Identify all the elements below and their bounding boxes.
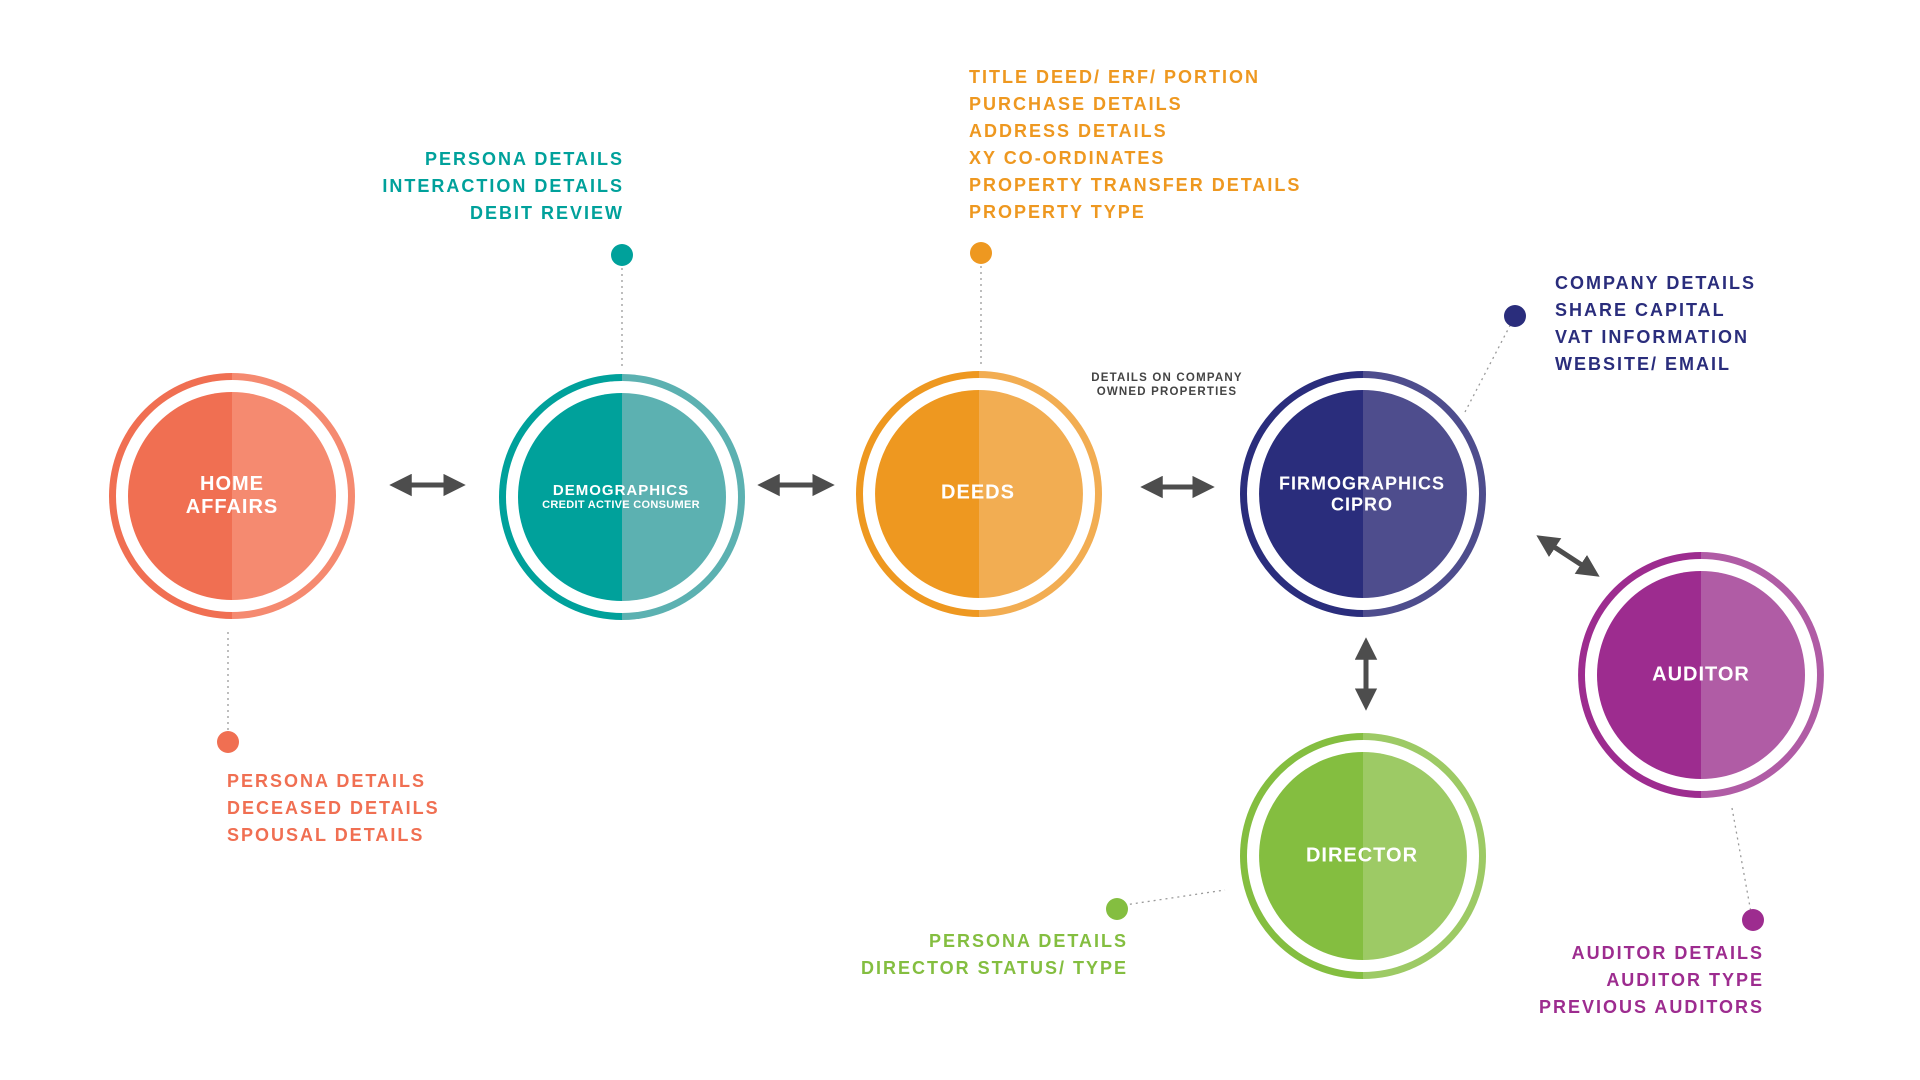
demographics-label: DEMOGRAPHICS CREDIT ACTIVE CONSUMER [542, 482, 700, 512]
detail-item: AUDITOR TYPE [1606, 970, 1764, 990]
detail-item: WEBSITE/ EMAIL [1555, 354, 1731, 374]
director-label: DIRECTOR [1306, 845, 1418, 868]
detail-item: PERSONA DETAILS [928, 931, 1128, 951]
leader-auditor [1731, 807, 1753, 919]
detail-item: DECEASED DETAILS [227, 798, 440, 818]
demographics-inner-disc-left [518, 393, 622, 601]
dot-deeds [970, 242, 992, 264]
node-firmographics[interactable] [1240, 371, 1486, 617]
director-inner-disc-right [1363, 752, 1467, 960]
node-director[interactable] [1240, 733, 1486, 979]
deeds-label: DEEDS [941, 482, 1015, 505]
dot-firmographics [1504, 305, 1526, 327]
connector-note: DETAILS ON COMPANY OWNED PROPERTIES [1072, 371, 1262, 399]
director-details: PERSONA DETAILS DIRECTOR STATUS/ TYPE [820, 928, 1128, 982]
detail-item: VAT INFORMATION [1555, 327, 1749, 347]
deeds-inner-disc-left [875, 390, 979, 598]
node-auditor[interactable] [1578, 552, 1824, 798]
detail-item: SHARE CAPITAL [1555, 300, 1726, 320]
detail-item: PERSONA DETAILS [227, 771, 427, 791]
dot-demographics [611, 244, 633, 266]
leader-dots [217, 242, 1764, 931]
leader-firmographics [1464, 315, 1516, 413]
connector-note-line2: OWNED PROPERTIES [1096, 386, 1238, 398]
demographics-inner-disc-right [622, 393, 726, 601]
auditor-details: AUDITOR DETAILS AUDITOR TYPE PREVIOUS AU… [1470, 940, 1764, 1021]
firmographics-title-line1: FIRMOGRAPHICS [1279, 473, 1445, 494]
detail-item: TITLE DEED/ ERF/ PORTION [969, 67, 1261, 87]
detail-item: PERSONA DETAILS [424, 149, 624, 169]
firmographics-inner-disc-right [1363, 390, 1467, 598]
detail-item: PROPERTY TYPE [969, 202, 1146, 222]
detail-item: XY CO-ORDINATES [969, 148, 1166, 168]
dot-director [1106, 898, 1128, 920]
firmographics-label: FIRMOGRAPHICS CIPRO [1279, 473, 1445, 514]
detail-item: DEBIT REVIEW [469, 203, 624, 223]
node-home-affairs[interactable] [109, 373, 355, 619]
detail-item: DIRECTOR STATUS/ TYPE [860, 958, 1128, 978]
detail-item: AUDITOR DETAILS [1571, 943, 1764, 963]
connector-arrows [389, 473, 1600, 711]
detail-item: COMPANY DETAILS [1555, 273, 1757, 293]
director-title: DIRECTOR [1305, 844, 1419, 867]
detail-item: PROPERTY TRANSFER DETAILS [969, 175, 1302, 195]
firmographics-details: COMPANY DETAILS SHARE CAPITAL VAT INFORM… [1555, 270, 1756, 378]
dot-home-affairs [217, 731, 239, 753]
deeds-title: DEEDS [941, 481, 1015, 504]
home-affairs-title-line2: AFFAIRS [185, 496, 279, 518]
node-demographics[interactable] [499, 374, 745, 620]
demographics-title: DEMOGRAPHICS [552, 482, 690, 500]
detail-item: ADDRESS DETAILS [969, 121, 1168, 141]
home_affairs-inner-disc-right [232, 392, 336, 600]
demographics-subtitle: CREDIT ACTIVE CONSUMER [542, 499, 700, 512]
firmographics-title-line2: CIPRO [1330, 494, 1393, 514]
detail-item: PURCHASE DETAILS [969, 94, 1183, 114]
home-affairs-details: PERSONA DETAILS DECEASED DETAILS SPOUSAL… [227, 768, 440, 849]
arrow-firmographics-auditor [1536, 535, 1600, 577]
deeds-inner-disc-right [979, 390, 1083, 598]
home_affairs-inner-disc-left [128, 392, 232, 600]
auditor-inner-disc-left [1597, 571, 1701, 779]
auditor-inner-disc-right [1701, 571, 1805, 779]
auditor-label: AUDITOR [1652, 664, 1750, 687]
home-affairs-label: HOME AFFAIRS [186, 473, 279, 519]
detail-item: PREVIOUS AUDITORS [1538, 997, 1764, 1017]
firmographics-inner-disc-left [1259, 390, 1363, 598]
dot-auditor [1742, 909, 1764, 931]
leader-lines [227, 254, 1753, 919]
deeds-details: TITLE DEED/ ERF/ PORTION PURCHASE DETAIL… [969, 64, 1301, 226]
auditor-title: AUDITOR [1652, 663, 1750, 686]
node-deeds[interactable] [856, 371, 1102, 617]
demographics-details: PERSONA DETAILS INTERACTION DETAILS DEBI… [330, 146, 624, 227]
detail-item: INTERACTION DETAILS [382, 176, 624, 196]
home-affairs-title-line1: HOME [200, 473, 264, 495]
detail-item: SPOUSAL DETAILS [227, 825, 425, 845]
connector-note-line1: DETAILS ON COMPANY [1091, 372, 1243, 384]
leader-director [1117, 889, 1226, 907]
director-inner-disc-left [1259, 752, 1363, 960]
